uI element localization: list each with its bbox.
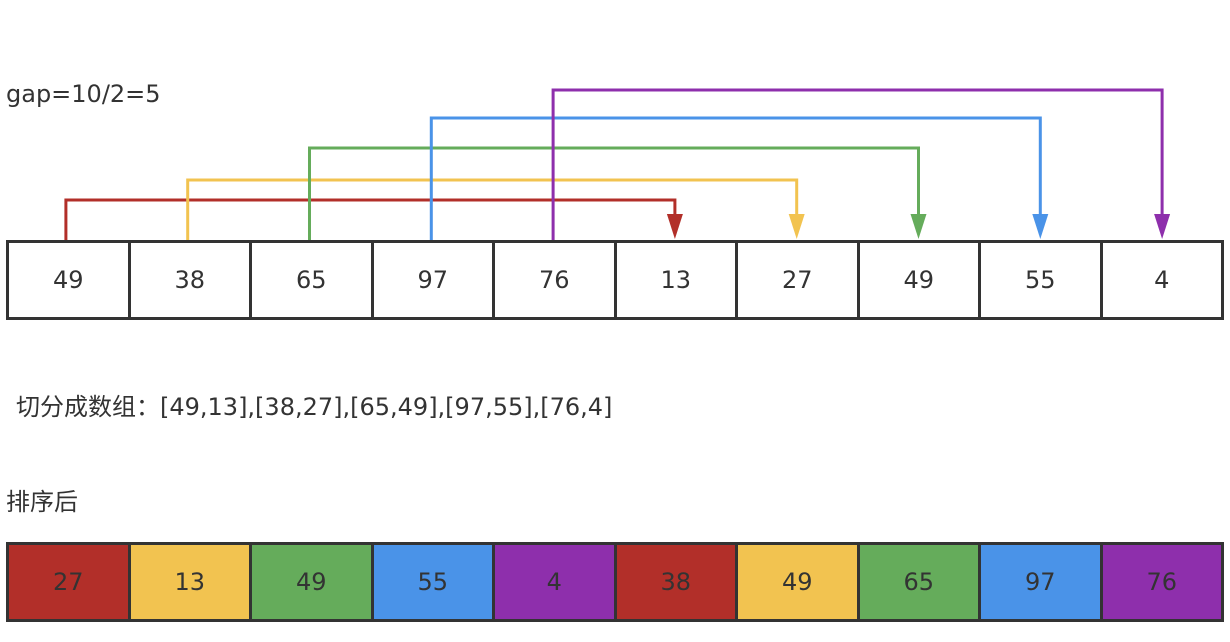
original-cell: 13	[613, 240, 738, 320]
original-cell: 27	[735, 240, 860, 320]
gap-arrow-head	[1154, 214, 1171, 239]
original-cell: 65	[249, 240, 374, 320]
gap-arrow-head	[666, 214, 683, 239]
original-cell: 55	[978, 240, 1103, 320]
gap-arrow-line	[551, 88, 1164, 240]
original-cell: 4	[1099, 240, 1224, 320]
gap-arrow-head	[910, 214, 927, 239]
original-cell: 76	[492, 240, 617, 320]
sorted-cell: 38	[613, 542, 738, 622]
sorted-cell: 97	[978, 542, 1103, 622]
original-array: 49 38 65 97 76 13 27 49 55 4	[6, 240, 1224, 320]
sorted-cell: 27	[6, 542, 131, 622]
original-cell: 49	[856, 240, 981, 320]
original-cell: 38	[127, 240, 252, 320]
sorted-cell: 4	[492, 542, 617, 622]
gap-label: gap=10/2=5	[6, 80, 161, 108]
sorted-cell: 49	[249, 542, 374, 622]
gap-arrow-head	[1032, 214, 1049, 239]
gap-arrow-line	[429, 116, 1042, 240]
sorted-cell: 65	[856, 542, 981, 622]
gap-arrow-head	[788, 214, 805, 239]
sorted-cell: 55	[370, 542, 495, 622]
sorted-cell: 76	[1099, 542, 1224, 622]
sorted-label: 排序后	[6, 488, 78, 516]
original-cell: 49	[6, 240, 131, 320]
sorted-array: 27 13 49 55 4 38 49 65 97 76	[6, 542, 1224, 622]
split-groups-label: 切分成数组：[49,13],[38,27],[65,49],[97,55],[7…	[16, 393, 613, 421]
gap-arrow-line	[64, 198, 677, 240]
sorted-cell: 13	[127, 542, 252, 622]
gap-arrow-line	[308, 146, 920, 240]
sorted-cell: 49	[735, 542, 860, 622]
original-cell: 97	[370, 240, 495, 320]
gap-arrow-line	[186, 178, 799, 240]
